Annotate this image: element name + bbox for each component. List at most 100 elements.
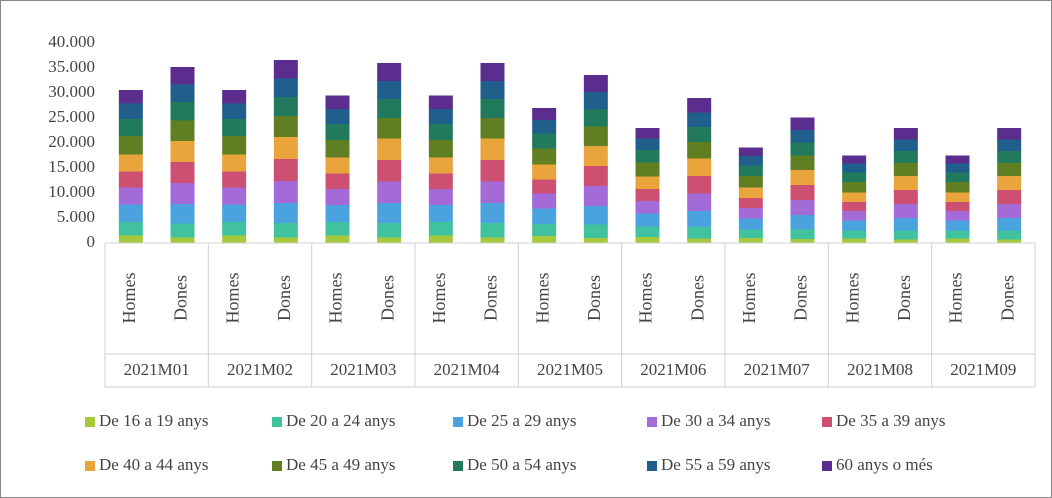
bar-segment: [635, 237, 660, 243]
bar-segment: [583, 166, 608, 186]
bar-segment: [997, 230, 1022, 240]
bar-segment: [480, 81, 505, 99]
bar-segment: [170, 237, 195, 243]
bar-segment: [325, 109, 350, 124]
bar-segment: [790, 130, 815, 143]
bar-segment: [325, 95, 350, 109]
bar-segment: [222, 136, 247, 155]
y-tick-label: 20.000: [48, 132, 95, 151]
x-tick-label: Dones: [791, 275, 811, 321]
bar-segment: [893, 163, 918, 176]
legend-label: De 55 a 59 anys: [661, 455, 771, 474]
bar-segment: [222, 90, 247, 104]
bar-segment: [377, 138, 402, 160]
x-tick-label: Homes: [636, 273, 656, 324]
bar-segment: [583, 224, 608, 238]
bar-segment: [170, 162, 195, 183]
bar-segment: [480, 181, 505, 203]
x-tick-label: Homes: [532, 273, 552, 324]
bar-segment: [428, 189, 453, 205]
bar-segment: [377, 237, 402, 243]
bar-segment: [738, 147, 763, 156]
bar-segment: [170, 204, 195, 224]
legend-swatch: [453, 417, 463, 427]
bar-segment: [738, 187, 763, 198]
bar-segment: [532, 193, 557, 209]
bar-segment: [170, 183, 195, 204]
bar-segment: [273, 116, 298, 137]
bar-segment: [118, 154, 143, 172]
bar-segment: [635, 162, 660, 177]
bar-segment: [273, 137, 298, 159]
bar-segment: [687, 193, 712, 211]
bar-segment: [273, 78, 298, 97]
bar-segment: [428, 222, 453, 236]
bar-segment: [635, 201, 660, 214]
bar-segment: [635, 128, 660, 139]
bar-segment: [790, 142, 815, 156]
bar-segment: [480, 63, 505, 81]
bar-segment: [170, 67, 195, 85]
bar-segment: [945, 211, 970, 221]
bar-segment: [893, 204, 918, 218]
bar-segment: [738, 208, 763, 219]
bar-segment: [945, 155, 970, 164]
x-tick-label: Homes: [429, 273, 449, 324]
bar-segment: [945, 182, 970, 193]
bar-segment: [428, 205, 453, 222]
bar-segment: [790, 229, 815, 239]
bar-segment: [738, 218, 763, 230]
bar-segment: [170, 102, 195, 121]
bar-segment: [893, 176, 918, 190]
bar-segment: [997, 190, 1022, 204]
bar-segment: [842, 172, 867, 182]
bar-segment: [118, 235, 143, 243]
bar-segment: [738, 165, 763, 176]
x-tick-label: Dones: [377, 275, 397, 321]
bar-segment: [738, 229, 763, 238]
legend-swatch: [272, 417, 282, 427]
bar-segment: [480, 160, 505, 182]
legend-label: De 50 a 54 anys: [467, 455, 577, 474]
bar-segment: [532, 236, 557, 243]
bar-segment: [635, 226, 660, 237]
legend-label: De 45 a 49 anys: [286, 455, 396, 474]
bar-segment: [842, 211, 867, 221]
bar-segment: [377, 118, 402, 139]
bar-segment: [170, 84, 195, 102]
bar-segment: [583, 146, 608, 166]
bar-segment: [893, 230, 918, 240]
bar-segment: [687, 238, 712, 243]
bar-segment: [997, 163, 1022, 176]
bar-segment: [945, 230, 970, 239]
x-tick-label: Dones: [481, 275, 501, 321]
y-tick-label: 40.000: [48, 32, 95, 51]
y-tick-label: 5.000: [57, 207, 95, 226]
bar-segment: [532, 179, 557, 194]
x-tick-label: Dones: [997, 275, 1017, 321]
x-tick-label: Homes: [739, 273, 759, 324]
bar-segment: [170, 223, 195, 238]
bar-segment: [738, 156, 763, 166]
x-tick-label: Dones: [894, 275, 914, 321]
legend-swatch: [647, 461, 657, 471]
bar-segment: [583, 75, 608, 92]
bar-segment: [532, 224, 557, 236]
legend-swatch: [85, 417, 95, 427]
bar-segment: [738, 176, 763, 188]
bar-segment: [222, 154, 247, 172]
bar-segment: [480, 203, 505, 223]
bar-segment: [222, 119, 247, 136]
bar-segment: [687, 98, 712, 113]
bar-segment: [118, 136, 143, 155]
bar-segment: [377, 81, 402, 99]
bar-segment: [377, 99, 402, 118]
bar-segment: [170, 141, 195, 162]
bar-segment: [428, 140, 453, 158]
legend-label: De 20 a 24 anys: [286, 411, 396, 430]
bar-segment: [222, 171, 247, 188]
bar-segment: [997, 218, 1022, 231]
bar-segment: [945, 202, 970, 211]
bar-segment: [480, 99, 505, 118]
